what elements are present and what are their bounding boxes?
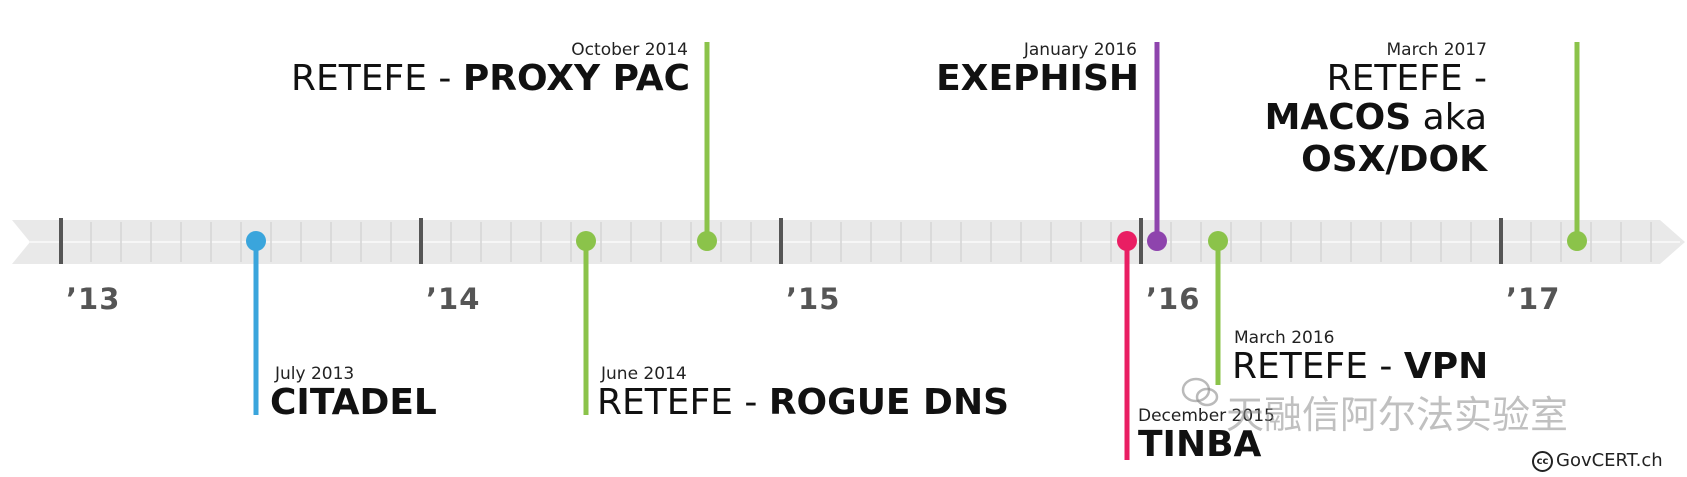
event-dot-exephish [1147,231,1167,251]
event-date-vpn: March 2016 [1234,328,1335,348]
event-prefix-proxy-pac: RETEFE - [291,58,463,99]
event-title-exephish: EXEPHISH [936,59,1139,99]
event-aka-macos: aka [1411,97,1487,138]
event-name-exephish: EXEPHISH [936,58,1139,99]
event-title-citadel: CITADEL [270,383,437,423]
event-date-exephish: January 2016 [1023,40,1137,60]
event-date-citadel: July 2013 [275,364,355,384]
wechat-icon [1181,377,1219,407]
event-date-rogue-dns: June 2014 [601,364,687,384]
event-title-macos-line2: MACOS aka [1265,98,1487,138]
event-prefix-macos: RETEFE - [1326,58,1487,99]
credit: cc GovCERT.ch [1532,450,1663,472]
event-date-macos: March 2017 [1386,40,1488,60]
event-name-macos: MACOS [1264,97,1412,138]
credit-text: GovCERT.ch [1556,450,1663,471]
event-name-vpn: VPN [1403,346,1489,387]
event-name-citadel: CITADEL [270,382,437,423]
event-dot-rogue-dns [576,231,596,251]
event-title-vpn: RETEFE - VPN [1232,347,1488,387]
event-dot-proxy-pac [697,231,717,251]
year-label-2015: ’15 [786,282,841,316]
event-title-rogue-dns: RETEFE - ROGUE DNS [597,383,1009,423]
year-label-2016: ’16 [1146,282,1201,316]
event-dot-macos [1567,231,1587,251]
event-title-macos-line3: OSX/DOK [1301,140,1487,180]
event-alias-macos: OSX/DOK [1301,139,1487,180]
year-label-2013: ’13 [66,282,121,316]
event-date-tinba: December 2015 [1138,406,1275,426]
watermark-text: 天融信阿尔法实验室 [1226,393,1569,437]
event-dot-tinba [1117,231,1137,251]
event-name-proxy-pac: PROXY PAC [462,58,690,99]
event-dot-citadel [246,231,266,251]
event-title-tinba: TINBA [1138,425,1261,465]
event-prefix-rogue-dns: RETEFE - [597,382,769,423]
cc-icon: cc [1532,450,1553,472]
event-date-proxy-pac: October 2014 [571,40,688,60]
year-label-2014: ’14 [426,282,481,316]
year-label-2017: ’17 [1506,282,1561,316]
event-dot-vpn [1208,231,1228,251]
event-title-macos-line1: RETEFE - [1327,59,1487,99]
event-name-tinba: TINBA [1138,424,1262,465]
event-title-proxy-pac: RETEFE - PROXY PAC [291,59,690,99]
major-ticks [59,218,1503,264]
event-name-rogue-dns: ROGUE DNS [768,382,1009,423]
event-prefix-vpn: RETEFE - [1232,346,1404,387]
event-lines [246,42,1587,460]
